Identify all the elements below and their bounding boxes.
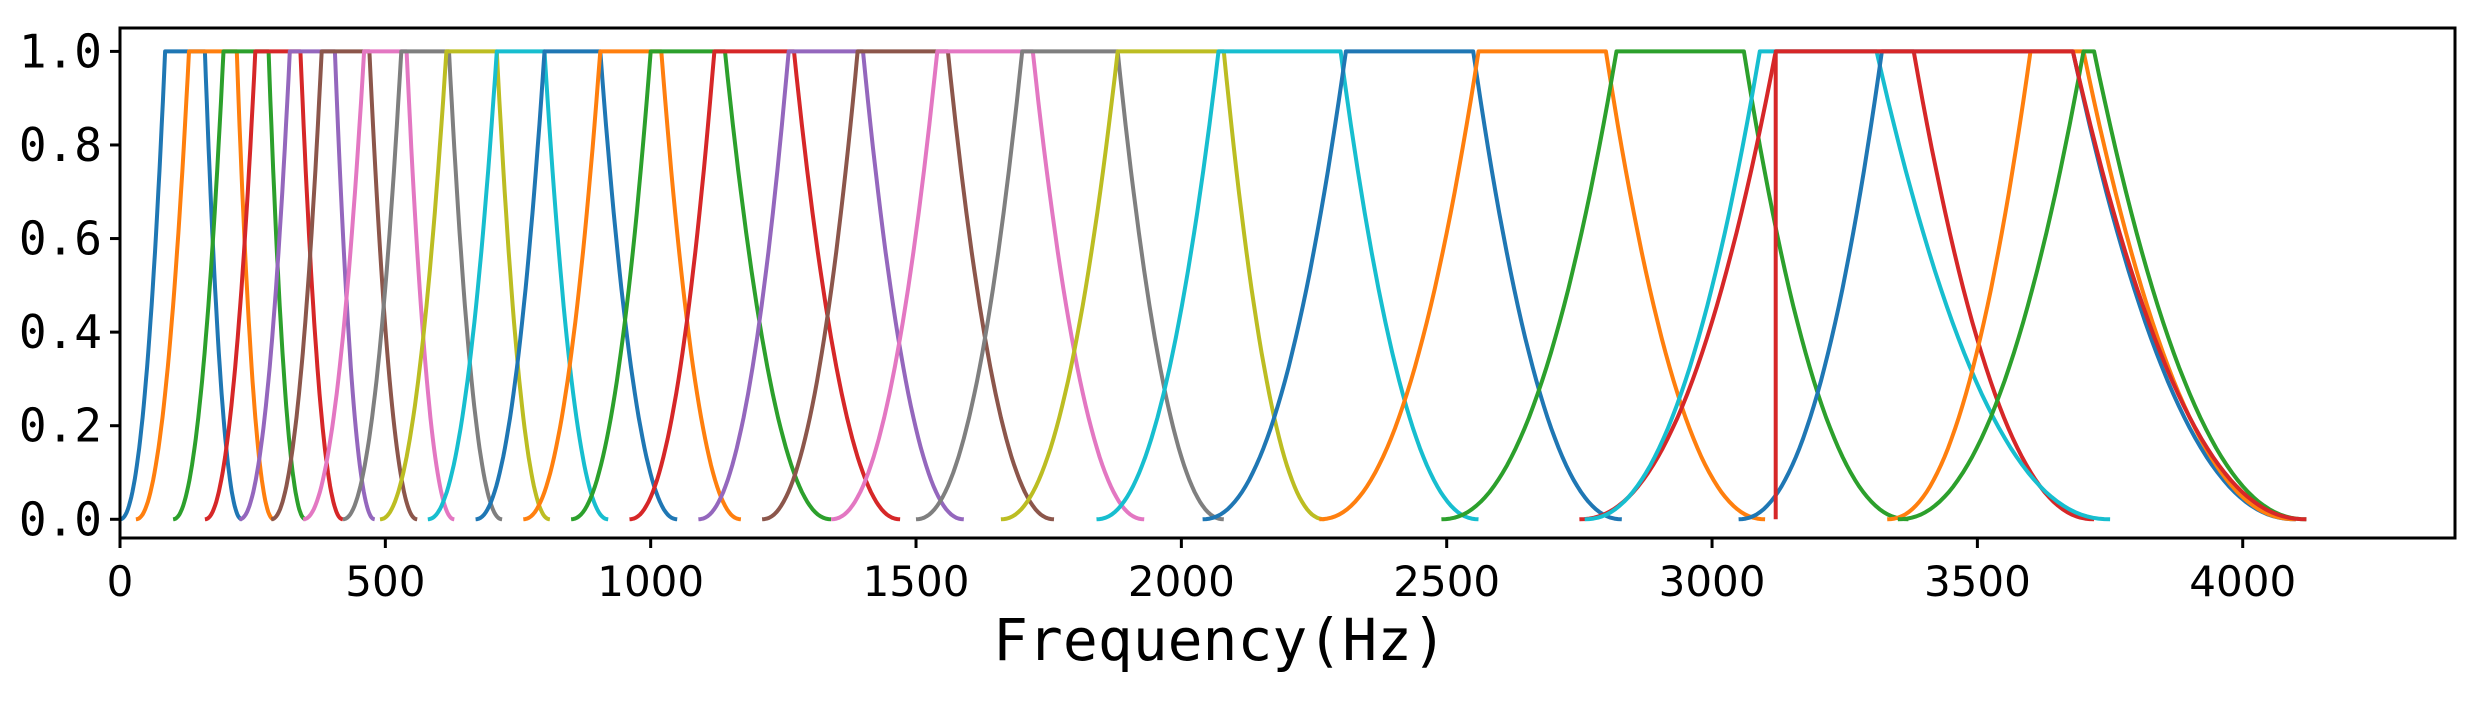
series-line-filter-15 (698, 49, 964, 522)
x-tick-label: 2000 (1128, 557, 1235, 606)
series-line-filter-18 (915, 49, 1224, 522)
plot-frame (118, 26, 2457, 540)
y-tick-label: 0.6 (19, 212, 102, 266)
series-layer (119, 49, 2307, 522)
series-line-filter-2 (135, 49, 275, 522)
x-tick-label: 3000 (1659, 557, 1766, 606)
series-line-filter-12 (523, 49, 742, 522)
y-tick-label: 0.8 (19, 118, 102, 172)
series-line-filter-8 (342, 49, 503, 522)
x-tick-label: 500 (345, 557, 425, 606)
y-tick-label: 0.4 (19, 305, 102, 359)
series-line-filter-29 (1773, 49, 2307, 522)
y-tick-label: 0.2 (19, 399, 102, 453)
series-line-filter-23 (1441, 49, 1909, 522)
series-line-filter-17 (830, 49, 1145, 522)
x-tick-label: 1500 (863, 557, 970, 606)
x-tick-label: 0 (107, 557, 134, 606)
series-line-filter-7 (302, 49, 456, 522)
y-tick-label: 1.0 (19, 24, 102, 78)
series-line-filter-11 (475, 49, 678, 522)
series-line-filter-14 (629, 49, 901, 522)
series-line-filter-4 (204, 49, 344, 522)
series-line-filter-9 (379, 49, 551, 522)
y-tick-label: 0.0 (19, 492, 102, 546)
series-line-filter-20 (1096, 49, 1479, 522)
series-line-filter-3 (172, 49, 307, 522)
x-tick-label: 4000 (2189, 557, 2296, 606)
series-line-filter-22 (1319, 49, 1766, 522)
series-line-filter-16 (761, 49, 1055, 522)
series-line-filter-19 (1000, 49, 1325, 522)
x-tick-label: 1000 (597, 557, 704, 606)
series-line-filter-28 (1897, 49, 2307, 522)
axes-layer: 0.0 0.2 0.4 0.6 0.8 1.0 0 500 1000 1500 2000 2500 30… (19, 24, 2457, 606)
series-line-filter-1 (119, 49, 244, 522)
x-axis-label: Frequency(Hz) (993, 606, 1447, 674)
x-tick-label: 2500 (1393, 557, 1500, 606)
series-line-filter-21 (1202, 49, 1622, 522)
series-line-filter-10 (427, 49, 609, 522)
x-tick-label: 3500 (1924, 557, 2031, 606)
